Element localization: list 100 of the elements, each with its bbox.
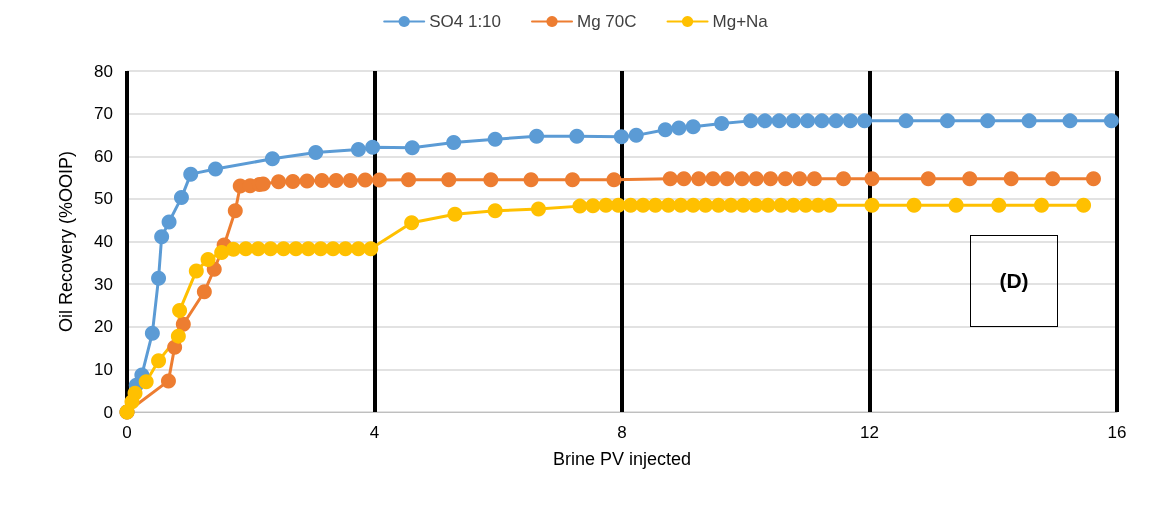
point	[714, 115, 730, 131]
point	[822, 197, 838, 213]
point	[743, 113, 759, 129]
point	[530, 201, 546, 217]
point	[698, 197, 714, 213]
point	[980, 113, 996, 129]
legend-label: SO4 1:10	[429, 12, 502, 31]
point	[404, 140, 420, 156]
point	[357, 172, 373, 188]
x-tick-label: 12	[860, 423, 879, 442]
point	[705, 171, 721, 187]
annotation: (D)	[970, 235, 1058, 327]
point	[271, 174, 287, 190]
point	[623, 197, 639, 213]
point	[735, 197, 751, 213]
x-tick-label: 8	[617, 423, 627, 442]
point	[225, 241, 241, 257]
point	[183, 166, 199, 182]
point	[948, 197, 964, 213]
point	[299, 173, 315, 189]
point	[569, 128, 585, 144]
legend-label: Mg 70C	[577, 12, 637, 31]
point	[565, 172, 580, 188]
point	[785, 113, 801, 129]
point	[771, 113, 787, 129]
x-tick-label: 4	[369, 423, 380, 442]
point	[598, 197, 614, 213]
point	[610, 197, 626, 213]
point	[285, 173, 301, 189]
point	[628, 127, 644, 143]
point	[200, 251, 216, 267]
point	[662, 171, 678, 187]
point	[800, 113, 816, 129]
point	[523, 172, 539, 188]
point	[1086, 171, 1101, 187]
point	[175, 316, 191, 332]
point	[208, 161, 223, 177]
point	[160, 373, 176, 389]
point	[308, 144, 324, 160]
point	[404, 215, 420, 231]
point	[401, 172, 417, 188]
point	[660, 197, 676, 213]
point	[760, 197, 776, 213]
point	[365, 139, 381, 155]
point	[371, 172, 387, 188]
point	[363, 241, 379, 257]
point	[487, 203, 503, 219]
point	[676, 171, 692, 187]
point	[328, 173, 344, 189]
point	[962, 171, 978, 187]
point	[920, 171, 936, 187]
point	[161, 214, 177, 230]
point	[172, 303, 188, 319]
y-tick-label: 60	[94, 146, 113, 166]
point	[1045, 171, 1061, 187]
point	[906, 197, 922, 213]
point	[806, 171, 822, 187]
point	[785, 197, 801, 213]
point	[864, 171, 880, 187]
point	[685, 119, 701, 135]
point	[238, 241, 254, 257]
point	[1003, 171, 1019, 187]
point	[763, 171, 778, 187]
point	[792, 171, 808, 187]
point	[138, 374, 154, 390]
point	[673, 197, 689, 213]
legend-label: Mg+Na	[712, 12, 769, 31]
point	[151, 270, 167, 286]
x-axis-title: Brine PV injected	[552, 449, 692, 469]
x-tick-label: 0	[122, 423, 132, 442]
point	[647, 197, 663, 213]
point	[991, 197, 1007, 213]
y-tick-label: 40	[94, 232, 113, 251]
y-tick-label: 30	[94, 274, 113, 294]
point	[350, 241, 366, 257]
point	[864, 197, 880, 213]
point	[151, 353, 167, 369]
point	[154, 229, 170, 245]
point	[572, 198, 588, 214]
point	[798, 197, 814, 213]
point	[606, 172, 622, 188]
point	[757, 113, 773, 129]
point	[1034, 197, 1050, 213]
point	[342, 173, 358, 189]
y-tick-label: 20	[94, 317, 113, 337]
point	[441, 172, 457, 188]
point	[613, 129, 629, 145]
point	[173, 190, 189, 206]
point	[276, 241, 292, 257]
point	[214, 245, 230, 261]
point	[898, 113, 914, 129]
y-tick-label: 50	[94, 189, 113, 209]
y-tick-label: 70	[94, 104, 113, 124]
point	[529, 128, 545, 144]
y-axis-title: Oil Recovery (%OOIP)	[56, 150, 76, 333]
point	[836, 171, 852, 187]
point	[1076, 197, 1092, 213]
point	[170, 328, 186, 344]
point	[483, 172, 499, 188]
point	[264, 151, 280, 167]
